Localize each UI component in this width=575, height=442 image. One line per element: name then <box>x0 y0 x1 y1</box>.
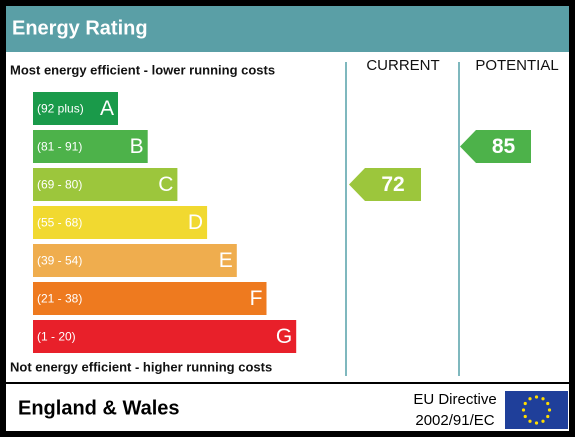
current-value: 72 <box>381 173 404 196</box>
eu-star <box>523 401 527 406</box>
eu-stars <box>521 395 552 425</box>
band-range: (1 - 20) <box>37 330 76 344</box>
band-range: (21 - 38) <box>37 292 82 306</box>
band-range: (92 plus) <box>37 102 84 116</box>
band <box>33 206 208 239</box>
band-letter: C <box>158 173 173 196</box>
band-letter: E <box>219 249 233 272</box>
column-header: CURRENT <box>366 57 439 74</box>
band-letter: D <box>188 211 203 234</box>
eu-star <box>546 401 550 406</box>
eu-star <box>521 408 526 412</box>
header-bar <box>6 6 569 52</box>
top-label: Most energy efficient - lower running co… <box>10 62 275 77</box>
band <box>33 92 118 125</box>
eu-star <box>541 419 545 423</box>
eu-star <box>528 397 532 401</box>
region: England & Wales <box>18 397 180 419</box>
band-range: (81 - 91) <box>37 140 82 154</box>
band-range: (39 - 54) <box>37 254 82 268</box>
title: Energy Rating <box>12 17 148 39</box>
current-arrow <box>349 168 421 201</box>
bottom-label: Not energy efficient - higher running co… <box>10 359 272 374</box>
column-header: POTENTIAL <box>475 57 558 74</box>
eu-star <box>547 408 552 412</box>
band <box>33 282 267 315</box>
band-letter: F <box>250 287 263 310</box>
band <box>33 168 178 201</box>
eu-star <box>528 419 532 423</box>
directive: EU Directive <box>413 391 496 408</box>
band-range: (55 - 68) <box>37 216 82 230</box>
eu-star <box>523 414 527 419</box>
band-letter: G <box>276 325 292 348</box>
eu-star <box>541 397 545 401</box>
eu-star <box>546 414 550 419</box>
band <box>33 320 297 353</box>
band-range: (69 - 80) <box>37 178 82 192</box>
potential-value: 85 <box>492 135 516 158</box>
potential-arrow <box>460 130 531 163</box>
band <box>33 244 237 277</box>
band-letter: A <box>100 97 114 120</box>
band <box>33 130 148 163</box>
eu-star <box>534 421 539 425</box>
band-letter: B <box>130 135 144 158</box>
directive: 2002/91/EC <box>415 412 494 429</box>
eu-star <box>534 395 539 399</box>
